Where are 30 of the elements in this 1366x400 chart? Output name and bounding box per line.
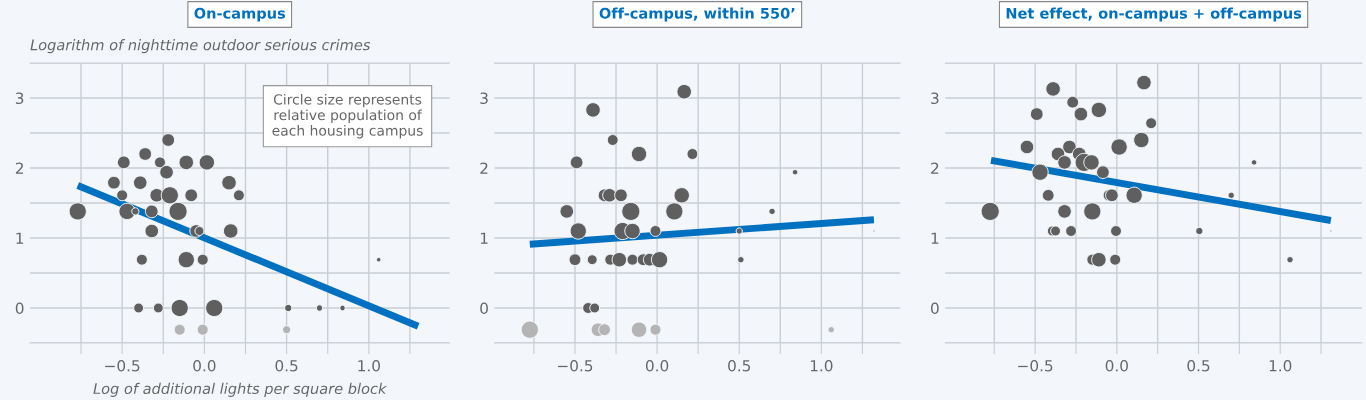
x-tick-label: 1.0	[358, 359, 380, 372]
x-tick-label: 0.0	[1105, 359, 1128, 372]
y-tick-label: 1	[480, 232, 488, 244]
y-axis-title: Logarithm of nighttime outdoor serious crimes	[30, 39, 371, 54]
x-tick-label: 1.0	[1269, 359, 1292, 372]
chart-title: On-campus	[194, 7, 286, 22]
x-tick-label: 0.5	[1187, 359, 1210, 372]
y-tick-label: 0	[480, 302, 488, 315]
x-tick-label: −0.5	[558, 359, 593, 372]
x-tick-label: 0.0	[645, 359, 669, 372]
y-tick-label: 2	[931, 162, 939, 174]
y-tick-label: 3	[15, 92, 24, 105]
x-tick-label: 0.5	[728, 359, 751, 372]
y-tick-label: 0	[15, 302, 24, 315]
x-tick-label: −0.5	[1018, 359, 1053, 372]
y-tick-label: 3	[931, 92, 939, 105]
x-tick-label: 0.5	[275, 359, 298, 372]
chart-title: Net effect, on-campus + off-campus	[1006, 7, 1302, 22]
x-tick-label: −0.5	[105, 359, 140, 372]
y-tick-label: 2	[15, 162, 23, 174]
x-tick-label: 1.0	[810, 359, 833, 372]
y-tick-label: 0	[931, 302, 939, 315]
y-tick-label: 1	[16, 232, 24, 244]
chart-title: Off-campus, within 550’	[599, 7, 795, 22]
x-tick-label: 0.0	[193, 359, 216, 372]
annotation: Circle size represents relative population of each housing campus	[272, 93, 423, 139]
x-axis-title: Log of additional lights per square block	[93, 382, 387, 397]
y-tick-label: 2	[480, 162, 488, 174]
y-tick-label: 1	[931, 232, 939, 244]
y-tick-label: 3	[480, 92, 488, 105]
